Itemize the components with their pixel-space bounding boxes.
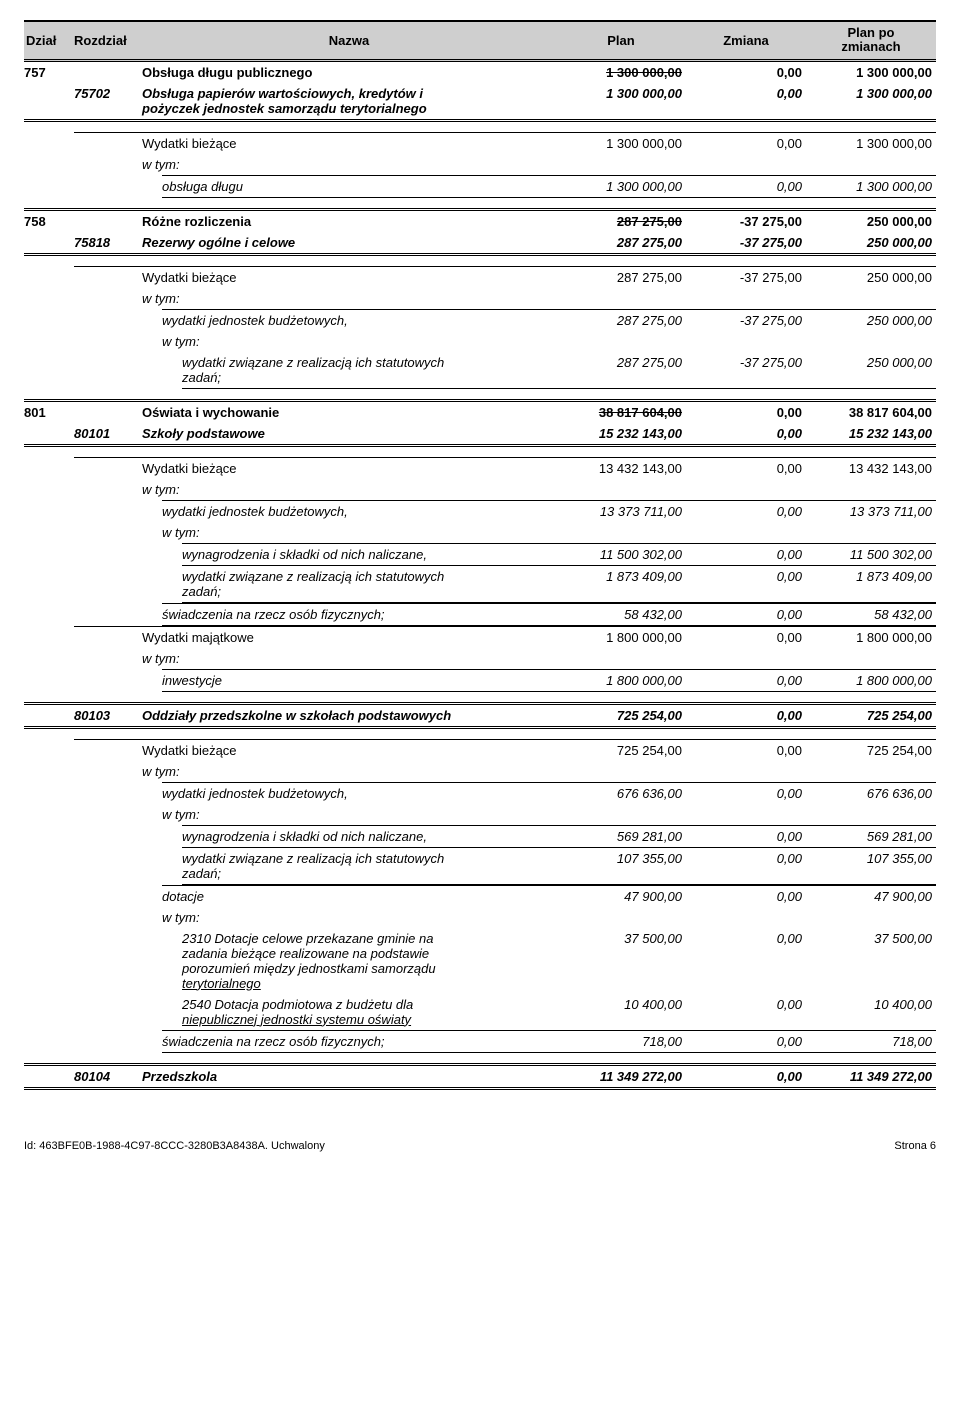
col-planpo: Plan po zmianach: [806, 26, 936, 55]
col-rozdzial: Rozdział: [74, 33, 142, 48]
row-75702-wb: Wydatki bieżące 1 300 000,00 0,00 1 300 …: [24, 133, 936, 154]
row-75702: 75702 Obsługa papierów wartościowych, kr…: [24, 83, 936, 119]
page-footer: Id: 463BFE0B-1988-4C97-8CCC-3280B3A8438A…: [24, 1140, 936, 1152]
table-header: Dział Rozdział Nazwa Plan Zmiana Plan po…: [24, 20, 936, 62]
col-plan: Plan: [556, 33, 686, 48]
row-801: 801 Oświata i wychowanie 38 817 604,00 0…: [24, 402, 936, 423]
footer-id: Id: 463BFE0B-1988-4C97-8CCC-3280B3A8438A…: [24, 1140, 325, 1152]
row-757: 757 Obsługa długu publicznego 1 300 000,…: [24, 62, 936, 83]
col-nazwa: Nazwa: [142, 33, 556, 48]
col-zmiana: Zmiana: [686, 33, 806, 48]
row-758: 758 Różne rozliczenia 287 275,00 -37 275…: [24, 211, 936, 232]
row-wzs: wydatki związane z realizacją ich statut…: [24, 352, 936, 388]
row-80103: 80103 Oddziały przedszkolne w szkołach p…: [24, 705, 936, 726]
row-obsluga: obsługa długu 1 300 000,00 0,00 1 300 00…: [24, 176, 936, 197]
row-75818-wb: Wydatki bieżące 287 275,00 -37 275,00 25…: [24, 267, 936, 288]
row-80101: 80101 Szkoły podstawowe 15 232 143,00 0,…: [24, 423, 936, 444]
row-wtym: w tym:: [24, 154, 936, 175]
row-75818: 75818 Rezerwy ogólne i celowe 287 275,00…: [24, 232, 936, 253]
footer-page: Strona 6: [894, 1140, 936, 1152]
row-80104: 80104 Przedszkola 11 349 272,00 0,00 11 …: [24, 1066, 936, 1087]
row-wjb: wydatki jednostek budżetowych, 287 275,0…: [24, 310, 936, 331]
col-dzial: Dział: [24, 33, 74, 48]
